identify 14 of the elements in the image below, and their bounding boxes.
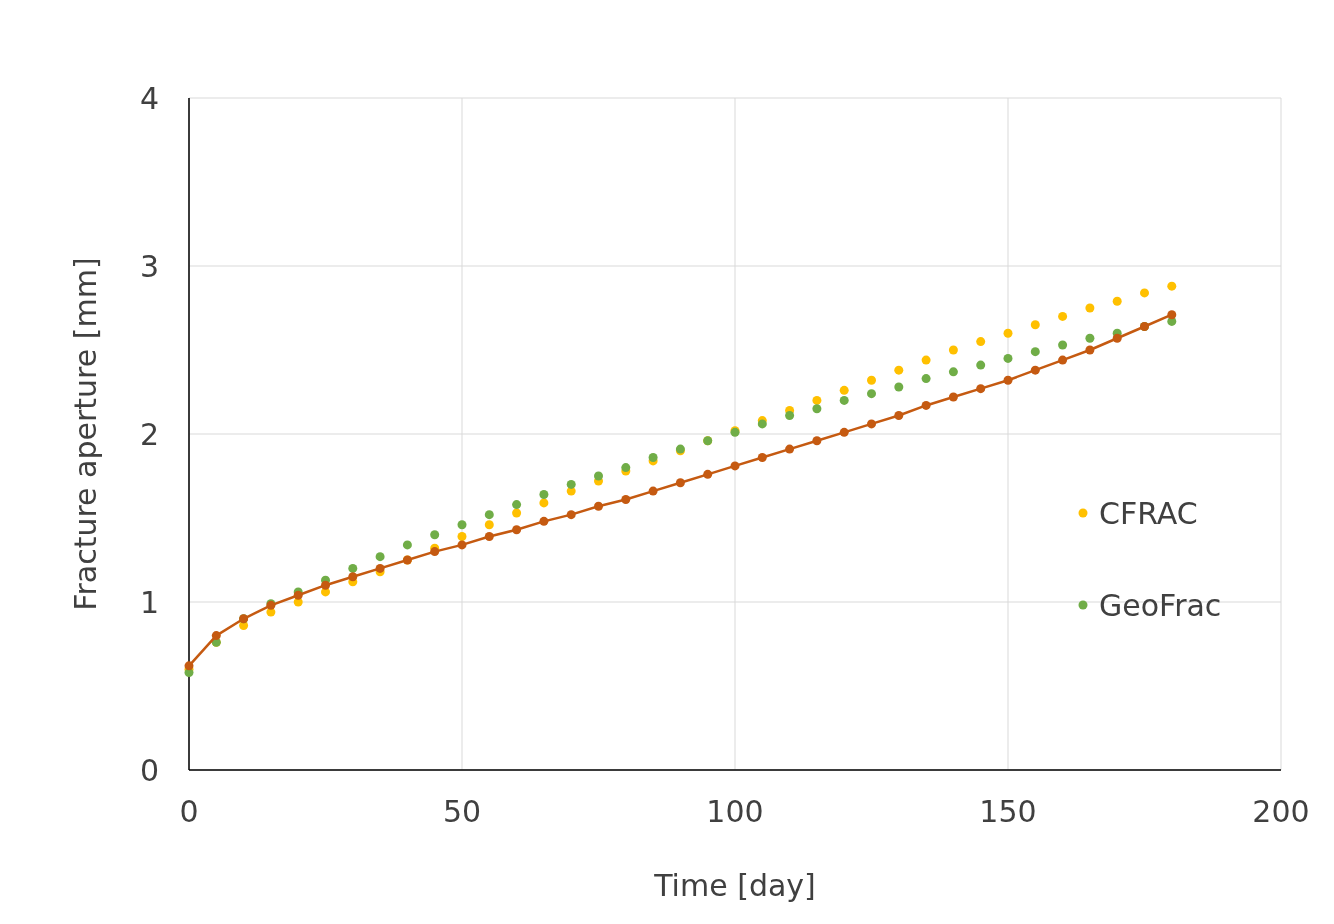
legend-label: GeoFrac: [1099, 588, 1222, 623]
y-tick-label: 4: [139, 81, 159, 116]
x-tick-label: 100: [706, 794, 764, 829]
y-tick-label: 3: [139, 249, 159, 284]
x-axis-title: Time [day]: [653, 868, 816, 903]
legend-label: CFRAC: [1099, 496, 1198, 531]
y-tick-label: 2: [139, 417, 159, 452]
x-tick-label: 200: [1252, 794, 1310, 829]
y-tick-label: 1: [139, 585, 159, 620]
y-axis-title: Fracture aperture [mm]: [68, 257, 103, 611]
x-tick-label: 150: [979, 794, 1037, 829]
y-tick-label: 0: [139, 753, 159, 788]
x-tick-label: 50: [442, 794, 482, 829]
x-tick-label: 0: [179, 794, 199, 829]
